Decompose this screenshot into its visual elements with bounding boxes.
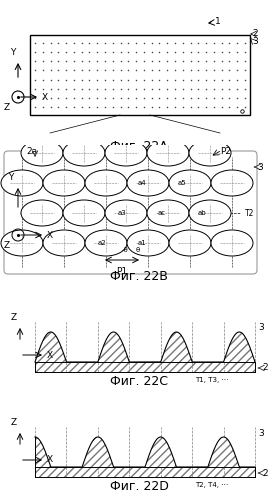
Text: 2: 2	[252, 28, 258, 37]
Ellipse shape	[211, 230, 253, 256]
Text: X: X	[47, 350, 53, 359]
Ellipse shape	[21, 140, 63, 166]
Text: 3: 3	[258, 323, 264, 332]
Ellipse shape	[127, 170, 169, 196]
Text: 2: 2	[262, 363, 268, 372]
Ellipse shape	[147, 200, 189, 226]
Ellipse shape	[21, 200, 63, 226]
Text: 1: 1	[215, 17, 221, 26]
Ellipse shape	[169, 230, 211, 256]
Text: T1: T1	[245, 239, 254, 248]
Text: Z: Z	[11, 313, 17, 322]
Text: 2a: 2a	[26, 147, 38, 156]
Ellipse shape	[105, 140, 147, 166]
Text: θ: θ	[136, 247, 140, 253]
Text: Z: Z	[11, 418, 17, 427]
Ellipse shape	[211, 170, 253, 196]
Text: Фиг. 22D: Фиг. 22D	[110, 480, 168, 493]
Text: a3: a3	[118, 210, 126, 216]
Text: Y: Y	[10, 48, 16, 57]
Text: X: X	[47, 456, 53, 465]
Text: ab: ab	[198, 210, 206, 216]
Ellipse shape	[85, 230, 127, 256]
Text: 3: 3	[258, 429, 264, 438]
Ellipse shape	[127, 230, 169, 256]
Text: ac: ac	[158, 210, 166, 216]
Text: Z: Z	[4, 241, 10, 250]
Text: T2: T2	[245, 209, 254, 218]
Ellipse shape	[63, 200, 105, 226]
Ellipse shape	[43, 170, 85, 196]
Text: P2: P2	[220, 147, 231, 156]
FancyBboxPatch shape	[4, 151, 257, 274]
Text: a1: a1	[138, 240, 147, 246]
Text: a2: a2	[98, 240, 106, 246]
Text: X: X	[47, 231, 53, 240]
Ellipse shape	[1, 230, 43, 256]
Text: -θ: -θ	[122, 247, 128, 253]
Text: T2, T4, ⋯: T2, T4, ⋯	[195, 482, 228, 488]
Text: a4: a4	[138, 180, 146, 186]
Ellipse shape	[43, 230, 85, 256]
Bar	[30, 35, 250, 115]
Ellipse shape	[63, 140, 105, 166]
Text: Фиг. 22A: Фиг. 22A	[110, 140, 168, 153]
Ellipse shape	[1, 170, 43, 196]
Ellipse shape	[169, 170, 211, 196]
Ellipse shape	[189, 140, 231, 166]
Text: 3: 3	[252, 36, 258, 45]
Ellipse shape	[147, 140, 189, 166]
Text: Фиг. 22B: Фиг. 22B	[110, 270, 168, 283]
Text: 3: 3	[257, 163, 263, 172]
Text: Фиг. 22C: Фиг. 22C	[110, 375, 168, 388]
Text: Y: Y	[8, 173, 14, 182]
Text: T3: T3	[245, 179, 254, 188]
Text: 2: 2	[262, 469, 268, 478]
Text: a5: a5	[178, 180, 186, 186]
Text: Z: Z	[4, 102, 10, 111]
Text: X: X	[42, 92, 48, 101]
Ellipse shape	[189, 200, 231, 226]
Text: P1: P1	[116, 267, 128, 276]
Ellipse shape	[105, 200, 147, 226]
Text: T1, T3, ⋯: T1, T3, ⋯	[195, 377, 229, 383]
Ellipse shape	[85, 170, 127, 196]
